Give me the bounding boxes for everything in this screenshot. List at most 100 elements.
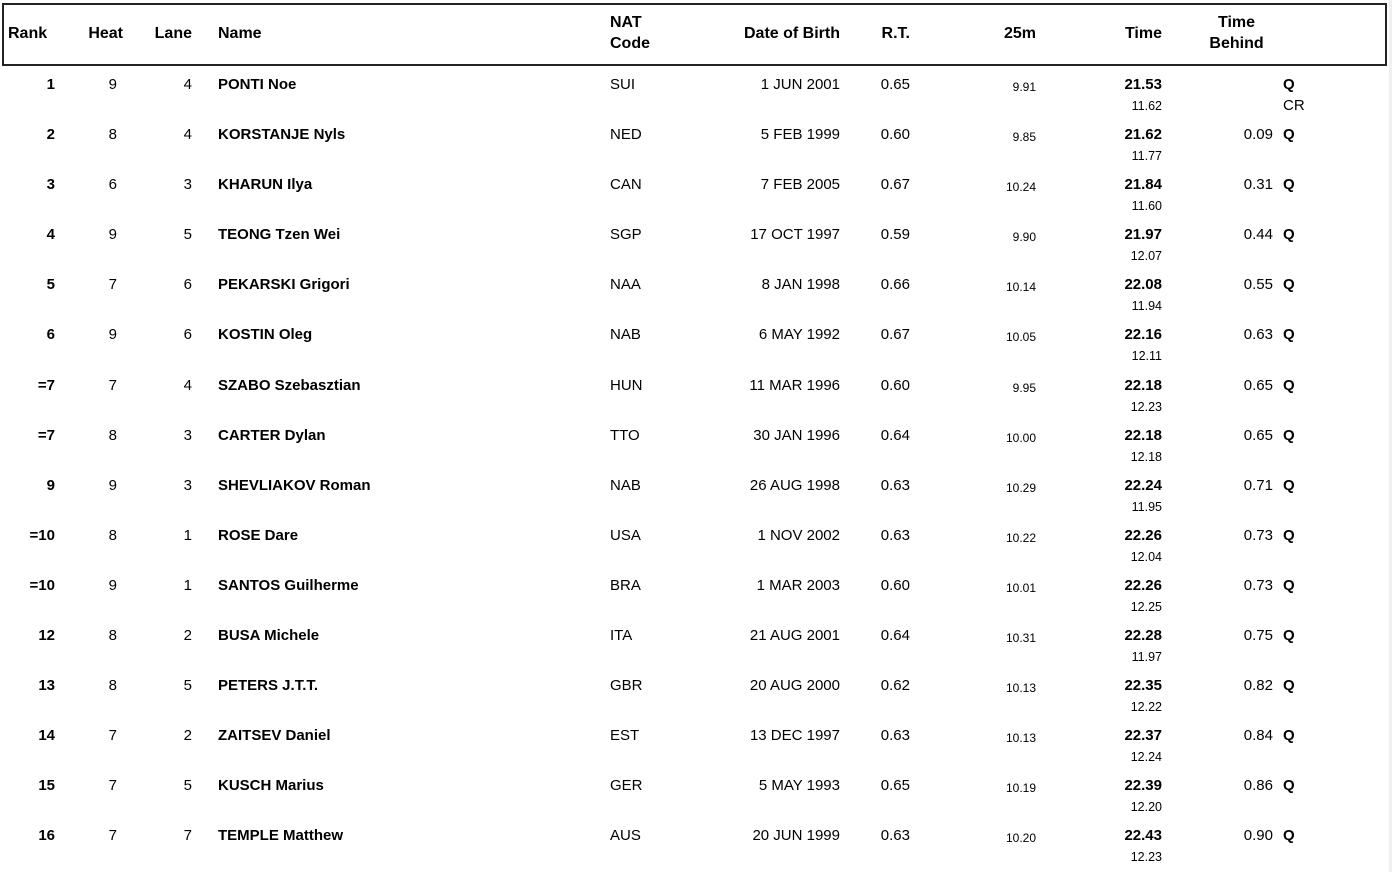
cell-25m-split-value: 10.19 xyxy=(1005,781,1036,796)
cell-rank-value: 4 xyxy=(46,226,55,244)
cell-heat: 7 xyxy=(62,771,125,821)
cell-name: KHARUN Ilya xyxy=(195,170,600,220)
cell-25m-split: 10.14 xyxy=(918,270,1044,320)
page-edge xyxy=(1389,0,1392,872)
cell-rank-value: =7 xyxy=(37,426,55,444)
cell-reaction-time-value: 0.63 xyxy=(880,727,910,745)
cell-time-subvalue: 12.07 xyxy=(1130,249,1162,264)
cell-nat-code-value: SGP xyxy=(610,226,642,244)
cell-time-subvalue: 12.22 xyxy=(1130,700,1162,715)
col-header-nat-line2: Code xyxy=(610,35,650,52)
cell-qualification-value: Q xyxy=(1283,76,1295,93)
cell-name: KUSCH Marius xyxy=(195,771,600,821)
cell-25m-split: 10.29 xyxy=(918,471,1044,521)
cell-time-behind: 0.73 xyxy=(1170,521,1281,571)
cell-time-value: 22.16 xyxy=(1124,326,1162,344)
cell-date-of-birth: 30 JAN 1996 xyxy=(690,421,848,471)
cell-lane-value: 4 xyxy=(183,76,192,93)
cell-nat-code-value: NAA xyxy=(610,276,641,294)
cell-25m-split: 10.20 xyxy=(918,821,1044,871)
cell-lane: 7 xyxy=(125,821,195,871)
table-row: 3 6 3 KHARUN Ilya CAN 7 FEB 2005 0.67 10.24 21.8… xyxy=(0,170,1392,220)
cell-time: 21.97 12.07 xyxy=(1044,220,1170,270)
cell-reaction-time: 0.65 xyxy=(848,771,918,821)
cell-time-behind-value: 0.75 xyxy=(1243,627,1273,645)
cell-time-value: 21.84 xyxy=(1124,176,1162,194)
cell-time-subvalue: 11.95 xyxy=(1131,499,1162,514)
cell-nat-code: NAA xyxy=(600,270,690,320)
cell-qualification-value: Q xyxy=(1283,576,1295,594)
cell-qualification-value: Q xyxy=(1283,426,1295,444)
cell-date-of-birth-value: 20 JUN 1999 xyxy=(752,827,840,845)
cell-time-behind: 0.75 xyxy=(1170,621,1281,671)
cell-qualification-value: Q xyxy=(1283,126,1295,144)
cell-heat: 7 xyxy=(62,721,125,771)
cell-date-of-birth-value: 5 MAY 1993 xyxy=(758,777,840,795)
cell-qualification: Q xyxy=(1281,471,1392,521)
cell-lane-value: 4 xyxy=(183,376,192,394)
table-row: 9 9 3 SHEVLIAKOV Roman NAB 26 AUG 1998 0.63 10.… xyxy=(0,471,1392,521)
cell-reaction-time: 0.63 xyxy=(848,821,918,871)
cell-qualification-value: Q xyxy=(1283,376,1295,394)
cell-time-behind: 0.86 xyxy=(1170,771,1281,821)
cell-time: 22.28 11.97 xyxy=(1044,621,1170,671)
cell-time-value: 22.08 xyxy=(1124,276,1162,294)
cell-date-of-birth: 1 JUN 2001 xyxy=(690,70,848,120)
cell-name: ZAITSEV Daniel xyxy=(195,721,600,771)
cell-reaction-time-value: 0.62 xyxy=(880,677,910,695)
cell-25m-split-value: 9.85 xyxy=(1012,130,1036,145)
cell-rank-value: 1 xyxy=(46,76,55,93)
cell-lane: 4 xyxy=(125,120,195,170)
cell-25m-split: 10.00 xyxy=(918,421,1044,471)
cell-lane-value: 4 xyxy=(183,126,192,144)
cell-lane-value: 5 xyxy=(183,777,192,795)
cell-name-value: KHARUN Ilya xyxy=(218,176,313,194)
cell-time: 22.43 12.23 xyxy=(1044,821,1170,871)
cell-time-behind-value: 0.82 xyxy=(1243,677,1273,695)
cell-time: 22.26 12.04 xyxy=(1044,521,1170,571)
cell-date-of-birth: 6 MAY 1992 xyxy=(690,320,848,370)
cell-rank-value: =7 xyxy=(37,376,55,394)
cell-25m-split-value: 10.13 xyxy=(1005,681,1036,696)
cell-25m-split: 10.24 xyxy=(918,170,1044,220)
cell-nat-code: AUS xyxy=(600,821,690,871)
cell-rank: 1 xyxy=(0,70,62,120)
cell-25m-split: 9.90 xyxy=(918,220,1044,270)
col-header-nat-line1: NAT xyxy=(610,14,642,31)
cell-rank: =10 xyxy=(0,521,62,571)
cell-nat-code: EST xyxy=(600,721,690,771)
cell-time: 21.84 11.60 xyxy=(1044,170,1170,220)
cell-heat: 8 xyxy=(62,671,125,721)
cell-time-subvalue: 12.04 xyxy=(1130,549,1162,564)
cell-lane-value: 6 xyxy=(183,326,192,344)
cell-time-behind: 0.09 xyxy=(1170,120,1281,170)
cell-rank-value: 5 xyxy=(46,276,55,294)
cell-nat-code-value: HUN xyxy=(610,376,643,394)
cell-qualification: Q xyxy=(1281,220,1392,270)
cell-name: PONTI Noe xyxy=(195,70,600,120)
cell-date-of-birth: 1 MAR 2003 xyxy=(690,571,848,621)
cell-name-value: KORSTANJE Nyls xyxy=(218,126,346,144)
cell-time-value: 21.62 xyxy=(1124,126,1162,144)
cell-time-behind-value: 0.44 xyxy=(1243,226,1273,244)
cell-date-of-birth-value: 30 JAN 1996 xyxy=(753,426,840,444)
cell-date-of-birth: 1 NOV 2002 xyxy=(690,521,848,571)
cell-nat-code: ITA xyxy=(600,621,690,671)
cell-lane: 6 xyxy=(125,320,195,370)
cell-time-behind-value: 0.65 xyxy=(1243,426,1273,444)
cell-rank: 2 xyxy=(0,120,62,170)
cell-date-of-birth-value: 26 AUG 1998 xyxy=(749,476,840,494)
cell-name-value: PONTI Noe xyxy=(218,76,297,93)
cell-reaction-time-value: 0.59 xyxy=(880,226,910,244)
cell-heat-value: 8 xyxy=(108,677,117,695)
cell-time-behind-value: 0.09 xyxy=(1243,126,1273,144)
cell-25m-split-value: 9.90 xyxy=(1012,230,1036,245)
cell-lane: 2 xyxy=(125,621,195,671)
cell-lane: 1 xyxy=(125,521,195,571)
cell-rank-value: =10 xyxy=(29,526,55,544)
cell-rank: 5 xyxy=(0,270,62,320)
cell-heat-value: 7 xyxy=(108,276,117,294)
cell-nat-code: NED xyxy=(600,120,690,170)
cell-time-behind-value: 0.65 xyxy=(1243,376,1273,394)
cell-25m-split-value: 10.24 xyxy=(1005,180,1036,195)
